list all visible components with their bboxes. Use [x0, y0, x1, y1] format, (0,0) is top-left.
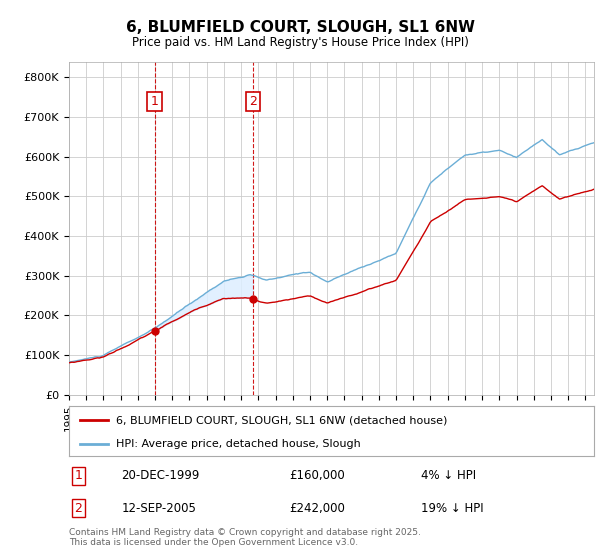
Text: 12-SEP-2005: 12-SEP-2005 [121, 502, 196, 515]
Text: Price paid vs. HM Land Registry's House Price Index (HPI): Price paid vs. HM Land Registry's House … [131, 36, 469, 49]
Text: HPI: Average price, detached house, Slough: HPI: Average price, detached house, Slou… [116, 439, 361, 449]
Text: 6, BLUMFIELD COURT, SLOUGH, SL1 6NW: 6, BLUMFIELD COURT, SLOUGH, SL1 6NW [125, 20, 475, 35]
Text: 2: 2 [250, 95, 257, 108]
Text: Contains HM Land Registry data © Crown copyright and database right 2025.
This d: Contains HM Land Registry data © Crown c… [69, 528, 421, 547]
Text: 20-DEC-1999: 20-DEC-1999 [121, 469, 200, 482]
Text: £242,000: £242,000 [290, 502, 346, 515]
Text: 1: 1 [74, 469, 82, 482]
Text: £160,000: £160,000 [290, 469, 345, 482]
Text: 1: 1 [151, 95, 158, 108]
Text: 6, BLUMFIELD COURT, SLOUGH, SL1 6NW (detached house): 6, BLUMFIELD COURT, SLOUGH, SL1 6NW (det… [116, 415, 448, 425]
Text: 19% ↓ HPI: 19% ↓ HPI [421, 502, 484, 515]
Text: 4% ↓ HPI: 4% ↓ HPI [421, 469, 476, 482]
Text: 2: 2 [74, 502, 82, 515]
